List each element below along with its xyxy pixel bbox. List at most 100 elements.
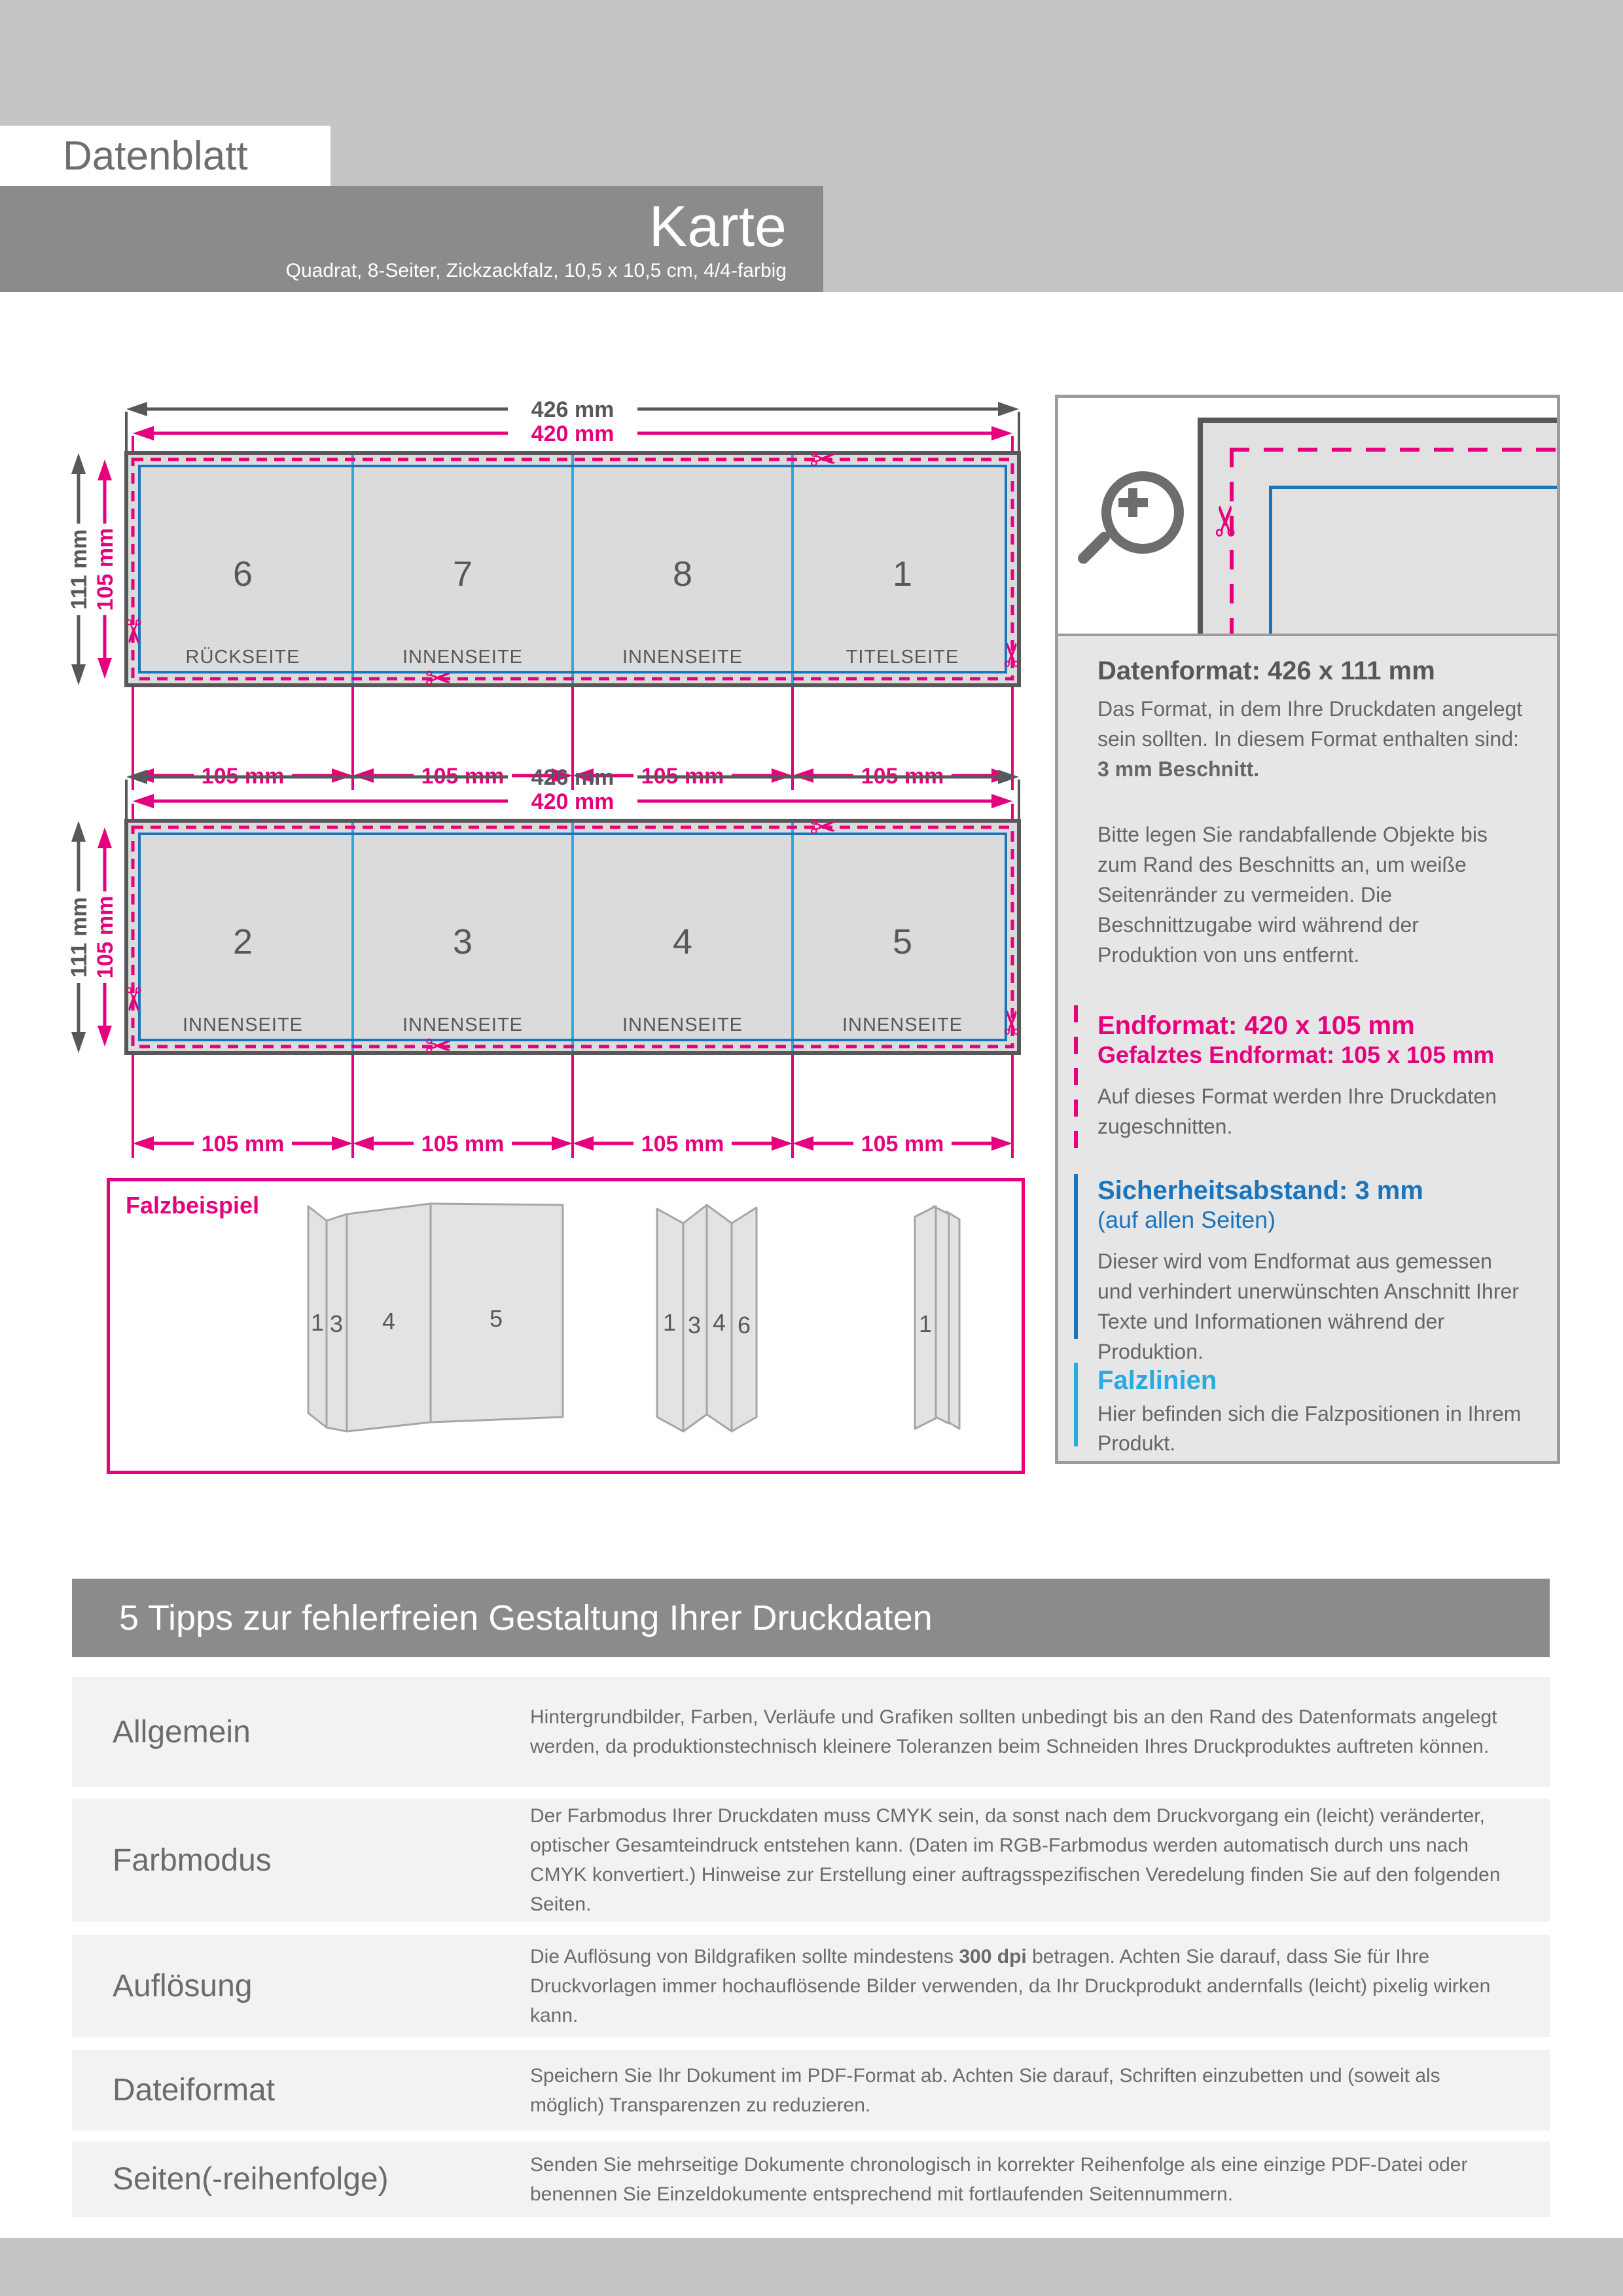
tip-row-farbmodus: Farbmodus Der Farbmodus Ihrer Druckdaten…: [72, 1799, 1550, 1922]
safety-margin-line: [138, 833, 1007, 1041]
page-label: INNENSEITE: [622, 647, 743, 668]
corner-zoom-illustration: ✂: [1058, 398, 1557, 636]
endformat-accent-line: [1074, 1005, 1078, 1151]
dimension-trim-width: 420 mm: [133, 789, 1012, 814]
datenformat-text: Das Format, in dem Ihre Druckdaten angel…: [1097, 697, 1523, 751]
page-number: 6: [233, 554, 253, 594]
scissors-icon: ✂: [425, 1028, 452, 1065]
product-title-band: Karte Quadrat, 8-Seiter, Zickzackfalz, 1…: [0, 186, 823, 292]
sicherheitsabstand-paragraph: Dieser wird vom Endformat aus gemessen u…: [1097, 1249, 1519, 1363]
tip-text-pre: Der Farbmodus Ihrer Druckdaten muss CMYK…: [530, 1805, 1501, 1915]
safety-line-vertical: [1269, 486, 1272, 634]
page-label: INNENSEITE: [842, 1014, 963, 1035]
page-number: 5: [893, 922, 912, 961]
tip-text-bold: 300 dpi: [959, 1945, 1027, 1967]
scissors-icon: ✂: [425, 660, 452, 697]
dimension-total-width: 426 mm: [126, 397, 1019, 422]
trim-bleed-line: [131, 457, 1014, 681]
layout-diagram-back: 426 mm 420 mm 2 3 4 5 INNENSEITE INNENSE…: [67, 765, 1031, 1158]
safety-line-horizontal: [1269, 486, 1557, 489]
extension-lines-magenta: [132, 436, 1014, 790]
tip-text-pre: Speichern Sie Ihr Dokument im PDF-Format…: [530, 2064, 1440, 2116]
tip-text-pre: Senden Sie mehrseitige Dokumente chronol…: [530, 2153, 1468, 2205]
document-type-label: Datenblatt: [63, 134, 248, 179]
extension-lines-gray: [125, 412, 1020, 453]
product-subtitle: Quadrat, 8-Seiter, Zickzackfalz, 10,5 x …: [285, 260, 787, 281]
datenformat-paragraph-1: Das Format, in dem Ihre Druckdaten angel…: [1097, 694, 1524, 784]
tip-label: Dateiformat: [113, 2073, 276, 2108]
endformat-paragraph: Auf dieses Format werden Ihre Druckdaten…: [1097, 1085, 1497, 1138]
dim-total-width-label: 426 mm: [531, 765, 615, 790]
tip-text: Speichern Sie Ihr Dokument im PDF-Format…: [530, 2061, 1550, 2120]
datenformat-block: Datenformat: 426 x 111 mm: [1097, 656, 1524, 686]
page-label: INNENSEITE: [402, 1014, 523, 1035]
dimension-total-height: 111 mm: [67, 821, 92, 1053]
endformat-block: Endformat: 420 x 105 mm Gefalztes Endfor…: [1097, 1011, 1524, 1069]
sicherheitsabstand-block: Sicherheitsabstand: 3 mm (auf allen Seit…: [1097, 1175, 1524, 1234]
magnifier-handle: [1075, 529, 1113, 566]
dimension-total-height: 111 mm: [67, 453, 92, 685]
falzlinien-paragraph: Hier befinden sich die Falzpositionen in…: [1097, 1402, 1522, 1455]
fold-lines: [351, 821, 794, 1053]
page-label: INNENSEITE: [402, 647, 523, 668]
scissors-icon: ✂: [115, 986, 151, 1013]
dimension-trim-height: 105 mm: [93, 827, 118, 1047]
data-format-border: [124, 451, 1021, 687]
scissors-icon: ✂: [810, 809, 837, 846]
dim-trim-width-label: 420 mm: [531, 789, 615, 814]
dim-trim-height-label: 105 mm: [93, 896, 118, 979]
bleed-line-horizontal: [1230, 448, 1557, 452]
scissors-icon: ✂: [994, 1009, 1031, 1036]
page-number: 7: [453, 554, 473, 594]
tip-label: Farbmodus: [113, 1842, 272, 1878]
tips-title: 5 Tipps zur fehlerfreien Gestaltung Ihre…: [119, 1598, 933, 1638]
page-number: 3: [453, 922, 473, 961]
page-number: 8: [673, 554, 692, 594]
fold-lines: [351, 453, 794, 685]
page-label: INNENSEITE: [622, 1014, 743, 1035]
layout-diagram-front: 426 mm 420 mm 6 7 8 1 RÜCKSEITE INNENSEI…: [67, 397, 1031, 790]
product-title: Karte: [649, 194, 787, 259]
falzlinien-block: Falzlinien: [1097, 1365, 1524, 1395]
trim-bleed-line: [131, 825, 1014, 1049]
tip-text-pre: Die Auflösung von Bildgrafiken sollte mi…: [530, 1945, 959, 1967]
tip-text-post: betragen. Achten Sie darauf, dass Sie fü…: [530, 1945, 1491, 2026]
fold-step-3-folded: 1: [914, 1205, 961, 1430]
dim-total-height-label: 111 mm: [67, 529, 92, 610]
tip-label: Seiten(-reihenfolge): [113, 2162, 389, 2197]
tip-text-pre: Hintergrundbilder, Farben, Verläufe und …: [530, 1706, 1497, 1757]
fold-page-number: 5: [490, 1305, 503, 1332]
tip-text: Hintergrundbilder, Farben, Verläufe und …: [530, 1702, 1550, 1761]
fold-example-box: Falzbeispiel 1 3 4 5 1 3 4 6: [107, 1178, 1025, 1474]
tips-header-bar: 5 Tipps zur fehlerfreien Gestaltung Ihre…: [72, 1579, 1550, 1657]
footer-background: [0, 2238, 1623, 2296]
data-format-border: [124, 819, 1021, 1055]
falzlinien-heading: Falzlinien: [1097, 1366, 1217, 1395]
scissors-icon: ✂: [810, 441, 837, 478]
page-number: 2: [233, 922, 253, 961]
fold-page-number: 1: [919, 1310, 932, 1337]
tip-label: Auflösung: [113, 1968, 253, 2003]
page-label: RÜCKSEITE: [186, 647, 300, 668]
format-info-sidebar: ✂ Datenformat: 426 x 111 mm Das Format, …: [1055, 395, 1560, 1464]
sicherheitsabstand-heading: Sicherheitsabstand: 3 mm: [1097, 1176, 1423, 1205]
tip-text: Der Farbmodus Ihrer Druckdaten muss CMYK…: [530, 1801, 1550, 1919]
safety-accent-line: [1074, 1174, 1078, 1339]
bleed-value-bold: 3 mm Beschnitt.: [1097, 757, 1260, 781]
fold-page-number: 1: [663, 1309, 676, 1336]
bleed-line-vertical: [1230, 448, 1234, 634]
fold-page-number: 3: [330, 1310, 343, 1337]
scissors-icon: ✂: [115, 618, 151, 645]
page-label: TITELSEITE: [846, 647, 959, 668]
tip-text: Die Auflösung von Bildgrafiken sollte mi…: [530, 1942, 1550, 2030]
endformat-heading: Endformat: 420 x 105 mm: [1097, 1011, 1415, 1040]
scissors-icon: ✂: [1202, 503, 1250, 539]
dimension-total-width: 426 mm: [126, 765, 1019, 790]
dimension-trim-width: 420 mm: [133, 422, 1012, 446]
dimension-trim-height: 105 mm: [93, 459, 118, 679]
extension-lines-gray: [125, 780, 1020, 821]
datenformat-paragraph-2: Bitte legen Sie randabfallende Objekte b…: [1097, 823, 1488, 967]
fold-page-number: 3: [688, 1312, 701, 1338]
fold-page-number: 4: [382, 1308, 395, 1335]
panel-width-label: 105 mm: [421, 1132, 505, 1157]
